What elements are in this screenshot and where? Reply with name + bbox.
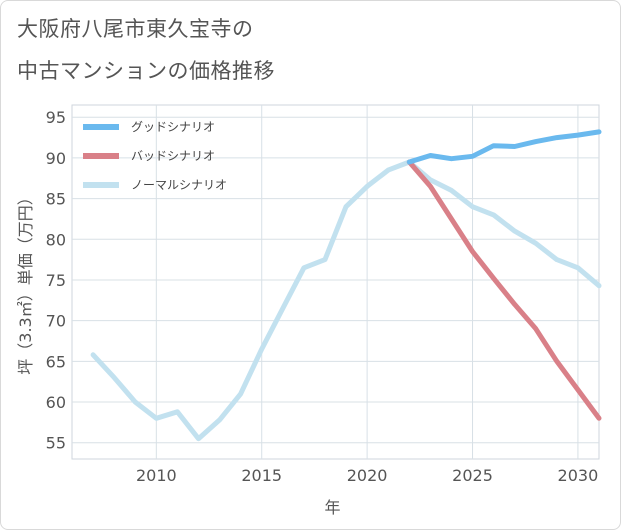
y-tick-label: 75 <box>46 271 66 290</box>
y-tick-label: 55 <box>46 434 66 453</box>
legend-label: バッドシナリオ <box>131 149 215 163</box>
plot-area <box>71 104 600 460</box>
y-tick-label: 90 <box>46 149 66 168</box>
chart-title-line1: 大阪府八尾市東久宝寺の <box>17 17 254 41</box>
x-axis-title: 年 <box>324 498 340 517</box>
legend-label: ノーマルシナリオ <box>131 178 227 192</box>
series-line <box>90 159 602 442</box>
chart-title-line2: 中古マンションの価格推移 <box>17 59 275 83</box>
y-tick-label: 95 <box>46 108 66 127</box>
y-tick-label: 60 <box>46 393 66 412</box>
legend-label: グッドシナリオ <box>131 120 215 134</box>
x-tick-label: 2025 <box>452 466 493 485</box>
series-line <box>406 159 602 421</box>
y-tick-label: 65 <box>46 352 66 371</box>
y-axis-title: 坪（3.3㎡）単価（万円） <box>16 189 35 374</box>
x-tick-label: 2030 <box>558 466 599 485</box>
x-tick-label: 2015 <box>241 466 282 485</box>
y-tick-label: 80 <box>46 230 66 249</box>
series-line <box>406 129 602 165</box>
x-tick-label: 2020 <box>347 466 388 485</box>
x-tick-label: 2010 <box>136 466 177 485</box>
y-tick-label: 85 <box>46 190 66 209</box>
y-tick-label: 70 <box>46 312 66 331</box>
